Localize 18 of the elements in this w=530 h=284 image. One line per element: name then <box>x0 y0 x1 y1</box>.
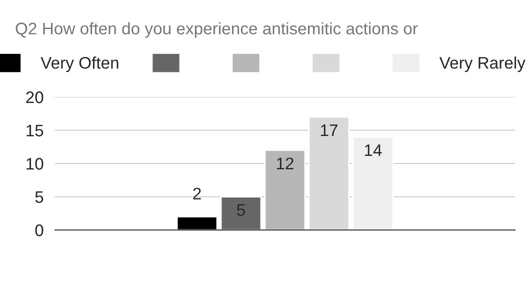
bar <box>308 116 350 230</box>
bar <box>264 150 306 230</box>
y-tick-label: 10 <box>26 158 44 170</box>
bar <box>220 196 262 230</box>
data-label: 12 <box>277 158 294 170</box>
y-tick-label: 15 <box>26 124 44 136</box>
legend-label: Very Rarely <box>439 56 526 72</box>
legend-label: Very Often <box>40 56 118 72</box>
data-label: 17 <box>320 124 338 136</box>
chart-title: Q2 How often do you experience antisemitic actions or <box>16 22 418 38</box>
data-label: 14 <box>364 144 382 156</box>
data-label: 2 <box>193 188 201 200</box>
bar <box>176 216 218 230</box>
y-tick-label: 0 <box>35 224 44 236</box>
data-label: 5 <box>237 204 245 216</box>
y-tick-label: 20 <box>26 91 44 104</box>
y-tick-label: 5 <box>35 191 44 203</box>
bar <box>352 136 394 230</box>
